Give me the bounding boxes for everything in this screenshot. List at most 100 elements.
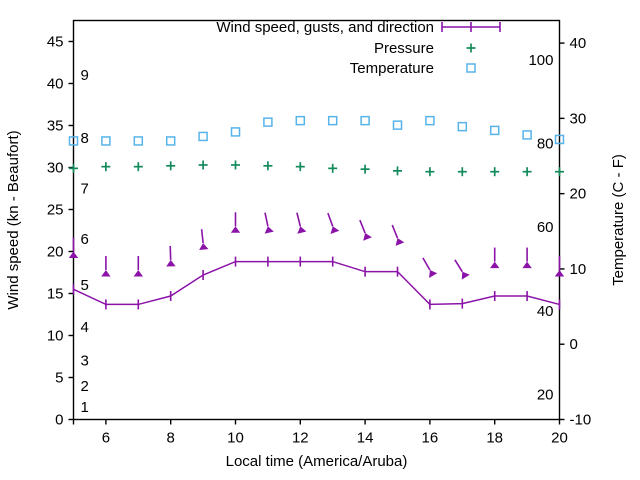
x-axis-tick-label: 16 bbox=[422, 430, 439, 447]
wind-barb-arrowhead bbox=[522, 261, 532, 269]
pressure-marker bbox=[231, 160, 240, 170]
wind-barb-arrowhead bbox=[166, 259, 176, 267]
pressure-series bbox=[69, 160, 564, 177]
wind-barb bbox=[230, 212, 241, 233]
wind-barb bbox=[359, 219, 372, 241]
temperature-marker bbox=[360, 115, 370, 126]
wind-barb-arrowhead bbox=[264, 226, 274, 234]
left-axis-tick-label: 15 bbox=[47, 286, 64, 303]
pressure-marker bbox=[555, 167, 564, 177]
wind-barb bbox=[554, 255, 565, 277]
temperature-marker bbox=[327, 115, 338, 126]
wind-barb-shaft bbox=[327, 212, 334, 227]
wind-barb bbox=[166, 245, 176, 267]
pressure-marker bbox=[522, 167, 532, 177]
x-axis: 6 8 10 12 14 16 18 20 bbox=[72, 419, 568, 447]
x-axis-title: Local time (America/Aruba) bbox=[226, 453, 408, 470]
temperature-marker bbox=[230, 127, 241, 137]
wind-barb-arrowhead bbox=[429, 269, 438, 278]
wind-barb bbox=[391, 224, 405, 246]
left-axis-tick-label: 5 bbox=[55, 370, 63, 387]
right-axis-tick-label: -10 bbox=[570, 412, 592, 429]
wind-barb-arrowhead bbox=[101, 269, 111, 277]
pressure-marker bbox=[295, 162, 305, 172]
left-axis-tick-label: 0 bbox=[55, 412, 63, 429]
beaufort-scale-labels: 1 2 3 4 5 6 7 8 9 bbox=[81, 67, 89, 416]
legend-swatch-temperature bbox=[466, 63, 476, 73]
temperature-marker bbox=[489, 125, 500, 136]
legend-label-wind: Wind speed, gusts, and direction bbox=[216, 19, 434, 36]
temperature-marker bbox=[554, 134, 565, 145]
pressure-marker bbox=[166, 161, 176, 171]
fahrenheit-label: 20 bbox=[537, 386, 554, 403]
beaufort-label: 9 bbox=[81, 67, 89, 84]
x-axis-tick-label: 14 bbox=[357, 430, 374, 447]
right-axis: -10 0 10 20 30 40 bbox=[559, 35, 592, 429]
pressure-marker bbox=[360, 164, 370, 174]
wind-barb-shaft bbox=[359, 219, 366, 234]
wind-barb bbox=[522, 247, 532, 269]
wind-gust-series bbox=[68, 212, 565, 280]
wind-speed-series bbox=[72, 256, 561, 310]
left-axis-tick-label: 30 bbox=[47, 160, 64, 177]
pressure-marker bbox=[393, 166, 402, 176]
y2-axis-title: Temperature (C - F) bbox=[610, 154, 627, 286]
wind-barb-arrowhead bbox=[554, 269, 565, 277]
beaufort-label: 1 bbox=[81, 399, 89, 416]
wind-barb-arrowhead bbox=[363, 233, 372, 241]
beaufort-label: 2 bbox=[81, 378, 89, 395]
left-axis: 0 5 10 15 20 25 30 35 40 45 bbox=[47, 34, 74, 429]
wind-barb-shaft bbox=[296, 212, 302, 227]
wind-barb bbox=[68, 237, 79, 258]
fahrenheit-label: 100 bbox=[528, 52, 553, 69]
left-axis-tick-label: 35 bbox=[47, 118, 64, 135]
wind-barb bbox=[490, 247, 500, 269]
x-axis-tick-label: 10 bbox=[227, 430, 244, 447]
wind-barb bbox=[199, 229, 209, 251]
wind-barb-arrowhead bbox=[490, 261, 500, 269]
right-axis-tick-label: 30 bbox=[570, 110, 587, 127]
temperature-marker bbox=[522, 130, 532, 140]
temperature-series bbox=[68, 115, 565, 146]
wind-barb bbox=[422, 257, 438, 278]
plot-frame bbox=[72, 19, 561, 421]
wind-barb-arrowhead bbox=[395, 238, 405, 246]
pressure-marker bbox=[328, 163, 338, 173]
wind-speed-line bbox=[73, 260, 560, 306]
pressure-marker bbox=[263, 161, 273, 171]
wind-barb-arrowhead bbox=[199, 243, 209, 251]
pressure-marker bbox=[457, 167, 467, 177]
beaufort-label: 8 bbox=[81, 130, 89, 147]
x-axis-tick-label: 12 bbox=[292, 430, 309, 447]
right-axis-tick-label: 10 bbox=[570, 261, 587, 278]
wind-barb-arrowhead bbox=[330, 226, 340, 235]
pressure-marker bbox=[198, 160, 208, 170]
fahrenheit-label: 60 bbox=[537, 219, 554, 236]
pressure-marker bbox=[425, 167, 435, 177]
legend: Wind speed, gusts, and direction Pressure… bbox=[216, 19, 501, 77]
wind-barb-shaft bbox=[391, 224, 399, 239]
x-axis-tick-label: 18 bbox=[486, 430, 503, 447]
right-axis-tick-label: 40 bbox=[570, 35, 587, 52]
pressure-marker bbox=[133, 162, 143, 172]
temperature-marker bbox=[133, 136, 144, 146]
temperature-marker bbox=[263, 117, 273, 127]
temperature-marker bbox=[68, 136, 79, 146]
legend-label-pressure: Pressure bbox=[374, 40, 434, 57]
x-axis-tick-label: 20 bbox=[551, 430, 568, 447]
wind-barb bbox=[327, 212, 340, 235]
left-axis-tick-label: 20 bbox=[47, 244, 64, 261]
beaufort-label: 3 bbox=[81, 353, 89, 370]
pressure-marker bbox=[490, 167, 500, 177]
temperature-marker bbox=[165, 136, 176, 146]
right-axis-tick-label: 20 bbox=[570, 186, 587, 203]
left-axis-tick-label: 10 bbox=[47, 328, 64, 345]
y-axis-title: Wind speed (kn - Beaufort) bbox=[5, 130, 22, 309]
legend-label-temperature: Temperature bbox=[350, 60, 434, 77]
pressure-marker bbox=[69, 163, 78, 173]
wind-barb-shaft bbox=[422, 257, 431, 271]
wind-barb bbox=[101, 255, 111, 277]
temperature-marker bbox=[101, 136, 111, 146]
